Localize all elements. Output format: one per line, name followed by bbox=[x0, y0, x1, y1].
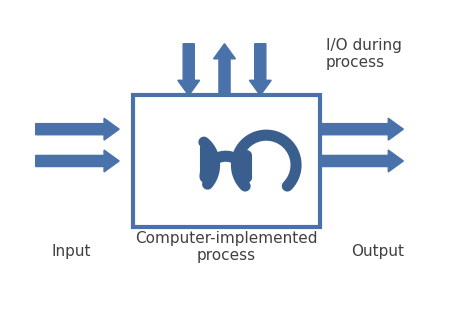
Text: Output: Output bbox=[351, 245, 404, 259]
FancyArrow shape bbox=[178, 44, 200, 95]
Text: Computer-implemented
process: Computer-implemented process bbox=[135, 231, 318, 263]
Text: Input: Input bbox=[52, 245, 91, 259]
FancyArrow shape bbox=[320, 118, 403, 140]
Text: I/O during
process: I/O during process bbox=[326, 38, 402, 70]
FancyArrow shape bbox=[249, 44, 271, 95]
FancyArrow shape bbox=[214, 44, 235, 95]
FancyArrow shape bbox=[35, 150, 119, 172]
FancyArrow shape bbox=[35, 118, 119, 140]
Bar bbox=[133, 95, 320, 226]
FancyArrow shape bbox=[320, 150, 403, 172]
